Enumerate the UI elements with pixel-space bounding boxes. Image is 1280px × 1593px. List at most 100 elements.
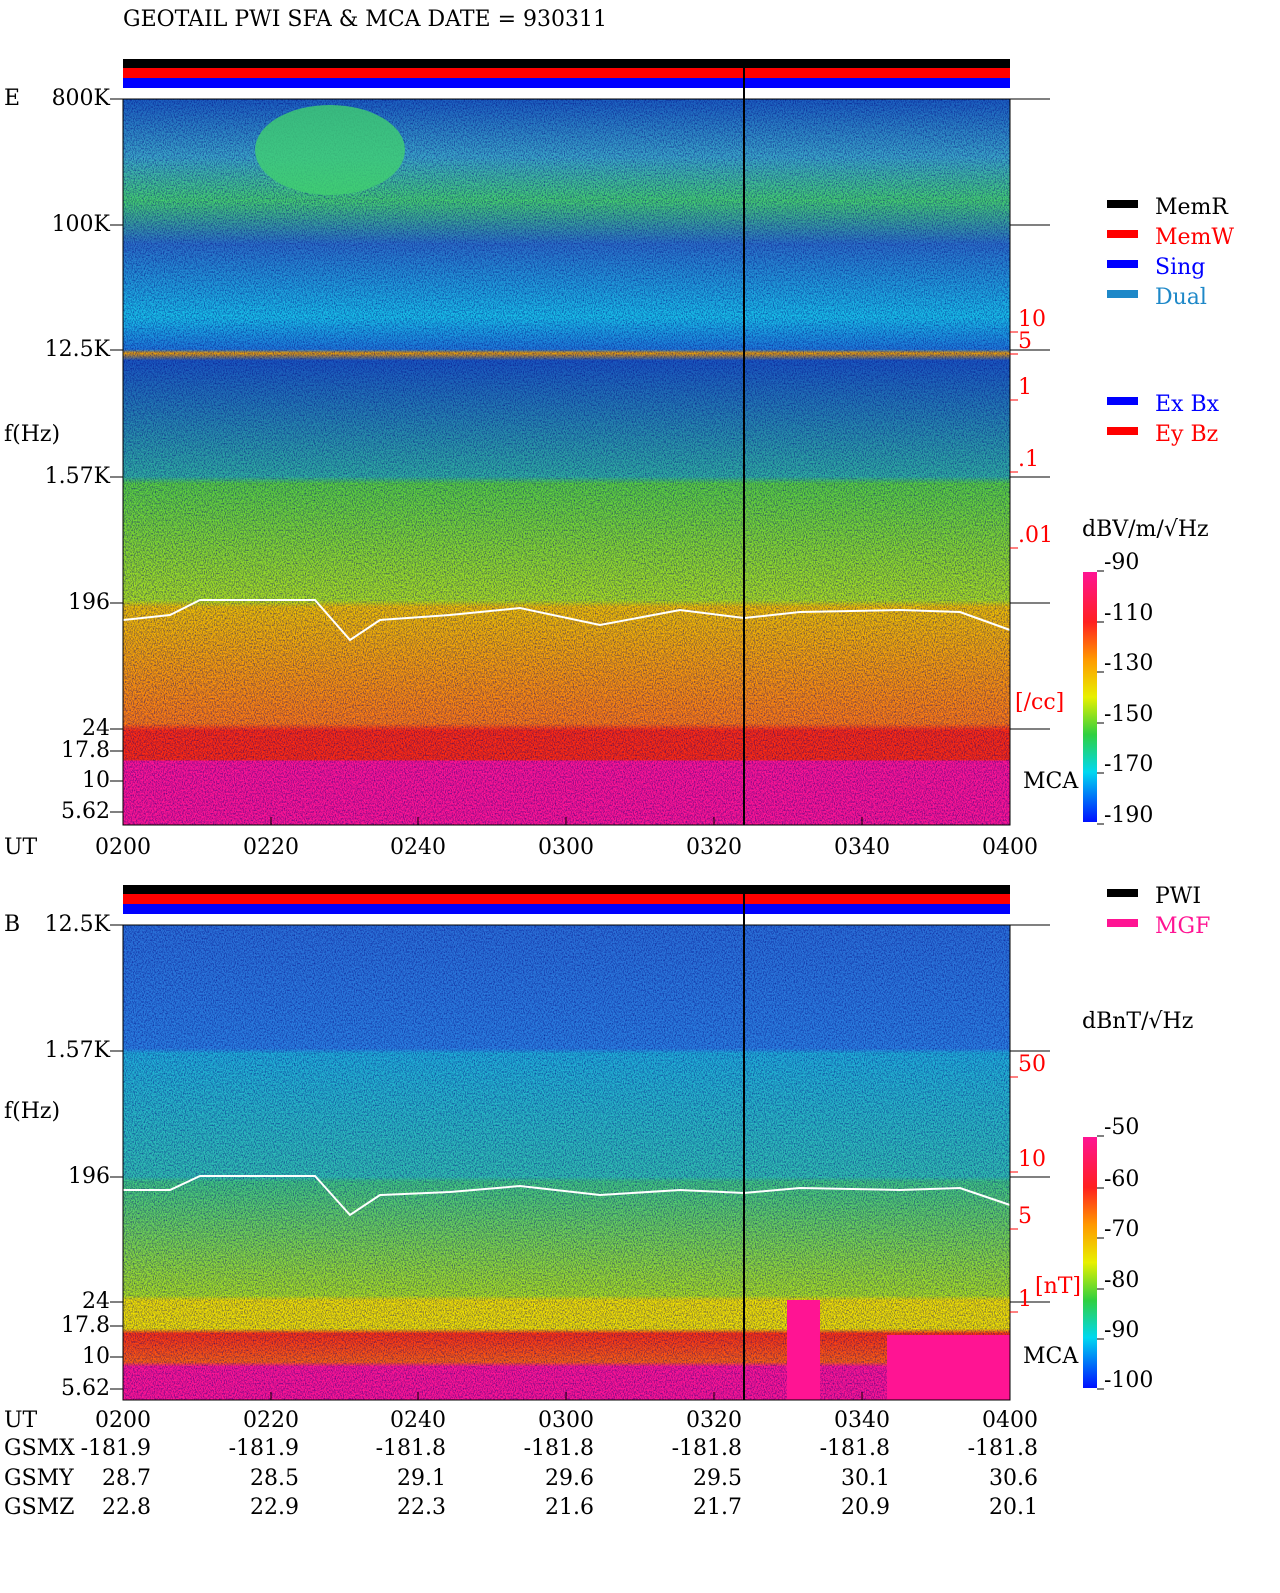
- spectrogram-noise: [123, 99, 1010, 825]
- legend-label: Sing: [1155, 255, 1205, 280]
- plasma-line: [122, 599, 1011, 642]
- x-tick-label: 0400: [982, 1408, 1038, 1433]
- legend-label: Ex Bx: [1155, 392, 1220, 417]
- y-tick-label: 17.8: [61, 1313, 110, 1338]
- x-tick-label: 0220: [243, 1408, 299, 1433]
- y-tick-label: 17.8: [61, 738, 110, 763]
- plasma-line: [123, 1175, 1011, 1217]
- colorbar: [1083, 1137, 1097, 1388]
- legend-swatch: [1107, 427, 1138, 435]
- x-tick-label: 0320: [686, 835, 742, 860]
- colorbar-tick-label: -170: [1104, 752, 1153, 777]
- mca-patch: [787, 1300, 820, 1400]
- orbit-label: GSMY: [4, 1466, 74, 1491]
- colorbar-tick-label: -110: [1104, 601, 1153, 626]
- orbit-value: 21.6: [545, 1495, 594, 1520]
- orbit-value: 20.9: [841, 1495, 890, 1520]
- legend-swatch: [1107, 230, 1138, 238]
- axis-label: f(Hz): [4, 422, 60, 447]
- orbit-value: 29.5: [693, 1466, 742, 1491]
- status-bar: [123, 68, 1010, 78]
- orbit-value: -181.8: [820, 1436, 890, 1461]
- right-unit: [/cc]: [1015, 690, 1064, 715]
- orbit-label: GSMX: [4, 1436, 75, 1461]
- status-bar: [123, 904, 1010, 914]
- right-tick-label: .01: [1018, 523, 1053, 548]
- legend-label: MemR: [1155, 195, 1229, 220]
- x-tick-label: 0240: [390, 1408, 446, 1433]
- colorbar-tick-label: -130: [1104, 651, 1153, 676]
- y-tick-label: 5.62: [61, 799, 110, 824]
- y-tick-label: 1.57K: [45, 1038, 111, 1063]
- legend-swatch: [1107, 290, 1138, 298]
- panel-label: B: [4, 912, 20, 937]
- y-tick-label: 24: [82, 716, 110, 741]
- y-tick-label: 24: [82, 1289, 110, 1314]
- x-tick-label: 0400: [982, 835, 1038, 860]
- colorbar-unit: dBV/m/√Hz: [1082, 517, 1209, 542]
- right-tick-label: 10: [1018, 1147, 1046, 1172]
- title: GEOTAIL PWI SFA & MCA DATE = 930311: [123, 7, 607, 32]
- status-bar: [123, 78, 1010, 88]
- x-tick-label: 0320: [686, 1408, 742, 1433]
- mca-label: MCA: [1023, 1344, 1079, 1369]
- orbit-value: -181.9: [81, 1436, 151, 1461]
- y-tick-label: 5.62: [61, 1376, 110, 1401]
- legend-label: MGF: [1155, 914, 1210, 939]
- colorbar-tick-label: -100: [1104, 1368, 1153, 1393]
- y-tick-label: 800K: [52, 86, 111, 111]
- colorbar-tick-label: -70: [1104, 1217, 1139, 1242]
- x-tick-label: 0340: [834, 1408, 890, 1433]
- orbit-value: 28.7: [102, 1466, 151, 1491]
- y-tick-label: 196: [68, 590, 110, 615]
- orbit-value: 20.1: [989, 1495, 1038, 1520]
- legend-swatch: [1107, 919, 1138, 927]
- right-tick-label: 5: [1018, 1204, 1032, 1229]
- legend-label: Dual: [1155, 285, 1207, 310]
- orbit-value: -181.8: [524, 1436, 594, 1461]
- emission: [255, 105, 405, 195]
- x-tick-label: 0340: [834, 835, 890, 860]
- orbit-value: 22.9: [250, 1495, 299, 1520]
- right-tick-label: 1: [1018, 1287, 1032, 1312]
- axis-label: f(Hz): [4, 1099, 60, 1124]
- legend-swatch: [1107, 397, 1138, 405]
- colorbar-tick-label: -60: [1104, 1167, 1139, 1192]
- orbit-value: 30.1: [841, 1466, 890, 1491]
- orbit-value: 28.5: [250, 1466, 299, 1491]
- y-tick-label: 196: [68, 1164, 110, 1189]
- x-tick-label: 0200: [95, 835, 151, 860]
- colorbar-tick-label: -90: [1104, 1318, 1139, 1343]
- orbit-value: -181.8: [672, 1436, 742, 1461]
- y-tick-label: 1.57K: [45, 464, 111, 489]
- colorbar-tick-label: -150: [1104, 702, 1153, 727]
- orbit-value: -181.9: [229, 1436, 299, 1461]
- axis-label: UT: [4, 835, 38, 860]
- right-tick-label: .1: [1018, 447, 1039, 472]
- orbit-value: 22.8: [102, 1495, 151, 1520]
- x-tick-label: 0200: [95, 1408, 151, 1433]
- right-tick-label: 10: [1018, 307, 1046, 332]
- legend-label: Ey Bz: [1155, 422, 1218, 447]
- orbit-value: 29.6: [545, 1466, 594, 1491]
- y-tick-label: 100K: [52, 212, 111, 237]
- legend-label: MemW: [1155, 225, 1234, 250]
- colorbar-tick-label: -190: [1104, 803, 1153, 828]
- orbit-value: 22.3: [397, 1495, 446, 1520]
- x-tick-label: 0240: [390, 835, 446, 860]
- status-bar: [123, 885, 1010, 894]
- right-unit: [nT]: [1035, 1274, 1081, 1299]
- mca-patch: [887, 1335, 1010, 1400]
- right-tick-label: 1: [1018, 375, 1032, 400]
- colorbar: [1083, 572, 1097, 822]
- axis-label: UT: [4, 1408, 38, 1433]
- orbit-label: GSMZ: [4, 1495, 74, 1520]
- x-tick-label: 0220: [243, 835, 299, 860]
- x-tick-label: 0300: [538, 1408, 594, 1433]
- orbit-value: 29.1: [397, 1466, 446, 1491]
- mca-label: MCA: [1023, 769, 1079, 794]
- y-tick-label: 12.5K: [45, 912, 111, 937]
- y-tick-label: 10: [82, 768, 110, 793]
- colorbar-tick-label: -80: [1104, 1268, 1139, 1293]
